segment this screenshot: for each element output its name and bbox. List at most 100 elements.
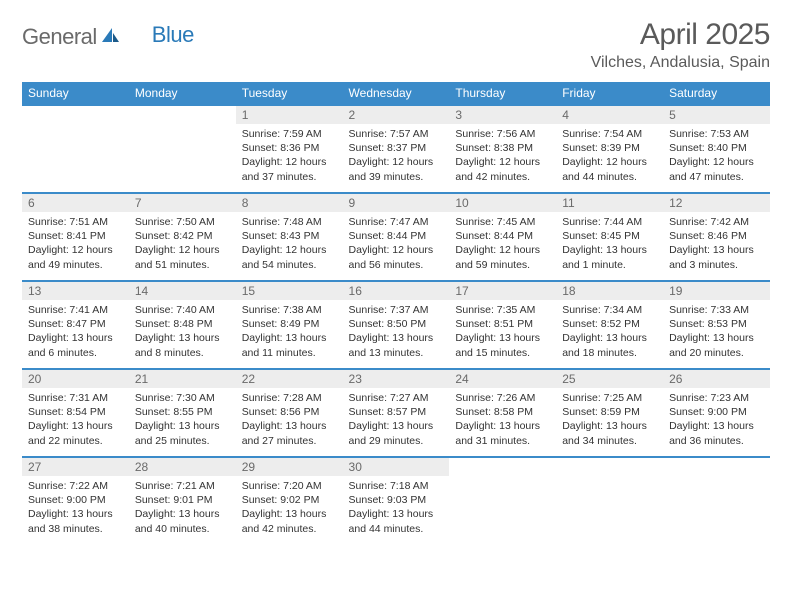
sunset-line: Sunset: 8:52 PM: [562, 317, 657, 331]
sunset-line: Sunset: 9:03 PM: [349, 493, 444, 507]
sunset-line: Sunset: 8:55 PM: [135, 405, 230, 419]
daylight-line: Daylight: 13 hours and 1 minute.: [562, 243, 657, 271]
day-number: 23: [343, 370, 450, 388]
day-header: Thursday: [449, 82, 556, 105]
sunrise-line: Sunrise: 7:47 AM: [349, 215, 444, 229]
sunset-line: Sunset: 8:44 PM: [455, 229, 550, 243]
sunset-line: Sunset: 8:58 PM: [455, 405, 550, 419]
day-number: 11: [556, 194, 663, 212]
day-cell: 10Sunrise: 7:45 AMSunset: 8:44 PMDayligh…: [449, 193, 556, 281]
day-number: 9: [343, 194, 450, 212]
sunset-line: Sunset: 8:40 PM: [669, 141, 764, 155]
day-detail: Sunrise: 7:31 AMSunset: 8:54 PMDaylight:…: [22, 388, 129, 452]
day-detail: Sunrise: 7:53 AMSunset: 8:40 PMDaylight:…: [663, 124, 770, 188]
daylight-line: Daylight: 12 hours and 59 minutes.: [455, 243, 550, 271]
sunrise-line: Sunrise: 7:37 AM: [349, 303, 444, 317]
daylight-line: Daylight: 12 hours and 56 minutes.: [349, 243, 444, 271]
day-cell: 18Sunrise: 7:34 AMSunset: 8:52 PMDayligh…: [556, 281, 663, 369]
day-detail: Sunrise: 7:40 AMSunset: 8:48 PMDaylight:…: [129, 300, 236, 364]
day-cell: 1Sunrise: 7:59 AMSunset: 8:36 PMDaylight…: [236, 105, 343, 193]
day-cell: 5Sunrise: 7:53 AMSunset: 8:40 PMDaylight…: [663, 105, 770, 193]
day-cell: 20Sunrise: 7:31 AMSunset: 8:54 PMDayligh…: [22, 369, 129, 457]
day-cell: [663, 457, 770, 545]
day-number: 26: [663, 370, 770, 388]
daylight-line: Daylight: 13 hours and 3 minutes.: [669, 243, 764, 271]
day-detail: Sunrise: 7:51 AMSunset: 8:41 PMDaylight:…: [22, 212, 129, 276]
sunset-line: Sunset: 8:54 PM: [28, 405, 123, 419]
day-number: 22: [236, 370, 343, 388]
daylight-line: Daylight: 13 hours and 18 minutes.: [562, 331, 657, 359]
daylight-line: Daylight: 13 hours and 25 minutes.: [135, 419, 230, 447]
daylight-line: Daylight: 13 hours and 36 minutes.: [669, 419, 764, 447]
day-header: Sunday: [22, 82, 129, 105]
daylight-line: Daylight: 12 hours and 51 minutes.: [135, 243, 230, 271]
sunrise-line: Sunrise: 7:42 AM: [669, 215, 764, 229]
day-cell: 13Sunrise: 7:41 AMSunset: 8:47 PMDayligh…: [22, 281, 129, 369]
sunrise-line: Sunrise: 7:45 AM: [455, 215, 550, 229]
sunrise-line: Sunrise: 7:27 AM: [349, 391, 444, 405]
day-cell: 19Sunrise: 7:33 AMSunset: 8:53 PMDayligh…: [663, 281, 770, 369]
day-cell: 14Sunrise: 7:40 AMSunset: 8:48 PMDayligh…: [129, 281, 236, 369]
day-detail: Sunrise: 7:48 AMSunset: 8:43 PMDaylight:…: [236, 212, 343, 276]
day-number: 5: [663, 106, 770, 124]
month-title: April 2025: [591, 18, 770, 52]
day-number: 12: [663, 194, 770, 212]
daylight-line: Daylight: 13 hours and 34 minutes.: [562, 419, 657, 447]
sunrise-line: Sunrise: 7:28 AM: [242, 391, 337, 405]
sunset-line: Sunset: 8:42 PM: [135, 229, 230, 243]
sunrise-line: Sunrise: 7:50 AM: [135, 215, 230, 229]
daylight-line: Daylight: 12 hours and 44 minutes.: [562, 155, 657, 183]
sunset-line: Sunset: 8:45 PM: [562, 229, 657, 243]
sunrise-line: Sunrise: 7:25 AM: [562, 391, 657, 405]
daylight-line: Daylight: 13 hours and 11 minutes.: [242, 331, 337, 359]
day-cell: 4Sunrise: 7:54 AMSunset: 8:39 PMDaylight…: [556, 105, 663, 193]
sunset-line: Sunset: 8:37 PM: [349, 141, 444, 155]
sunset-line: Sunset: 8:57 PM: [349, 405, 444, 419]
day-detail: Sunrise: 7:28 AMSunset: 8:56 PMDaylight:…: [236, 388, 343, 452]
daylight-line: Daylight: 13 hours and 22 minutes.: [28, 419, 123, 447]
day-detail: Sunrise: 7:33 AMSunset: 8:53 PMDaylight:…: [663, 300, 770, 364]
location-text: Vilches, Andalusia, Spain: [591, 54, 770, 72]
day-header: Tuesday: [236, 82, 343, 105]
sunrise-line: Sunrise: 7:33 AM: [669, 303, 764, 317]
day-number: 30: [343, 458, 450, 476]
day-detail: Sunrise: 7:22 AMSunset: 9:00 PMDaylight:…: [22, 476, 129, 540]
day-detail: Sunrise: 7:26 AMSunset: 8:58 PMDaylight:…: [449, 388, 556, 452]
daylight-line: Daylight: 13 hours and 42 minutes.: [242, 507, 337, 535]
sunset-line: Sunset: 9:01 PM: [135, 493, 230, 507]
week-row: 20Sunrise: 7:31 AMSunset: 8:54 PMDayligh…: [22, 369, 770, 457]
calendar-body: 1Sunrise: 7:59 AMSunset: 8:36 PMDaylight…: [22, 105, 770, 545]
day-detail: Sunrise: 7:45 AMSunset: 8:44 PMDaylight:…: [449, 212, 556, 276]
day-cell: 27Sunrise: 7:22 AMSunset: 9:00 PMDayligh…: [22, 457, 129, 545]
sunrise-line: Sunrise: 7:30 AM: [135, 391, 230, 405]
day-number: 20: [22, 370, 129, 388]
sunrise-line: Sunrise: 7:20 AM: [242, 479, 337, 493]
day-number: 10: [449, 194, 556, 212]
day-number: 27: [22, 458, 129, 476]
sunrise-line: Sunrise: 7:21 AM: [135, 479, 230, 493]
day-cell: 30Sunrise: 7:18 AMSunset: 9:03 PMDayligh…: [343, 457, 450, 545]
daylight-line: Daylight: 12 hours and 42 minutes.: [455, 155, 550, 183]
day-cell: [129, 105, 236, 193]
week-row: 1Sunrise: 7:59 AMSunset: 8:36 PMDaylight…: [22, 105, 770, 193]
day-number: 14: [129, 282, 236, 300]
day-number: 16: [343, 282, 450, 300]
daylight-line: Daylight: 13 hours and 27 minutes.: [242, 419, 337, 447]
sunrise-line: Sunrise: 7:26 AM: [455, 391, 550, 405]
daylight-line: Daylight: 13 hours and 15 minutes.: [455, 331, 550, 359]
day-cell: 15Sunrise: 7:38 AMSunset: 8:49 PMDayligh…: [236, 281, 343, 369]
day-cell: 24Sunrise: 7:26 AMSunset: 8:58 PMDayligh…: [449, 369, 556, 457]
day-number: 15: [236, 282, 343, 300]
sunrise-line: Sunrise: 7:18 AM: [349, 479, 444, 493]
sunrise-line: Sunrise: 7:51 AM: [28, 215, 123, 229]
day-cell: [22, 105, 129, 193]
sunrise-line: Sunrise: 7:59 AM: [242, 127, 337, 141]
sunset-line: Sunset: 8:56 PM: [242, 405, 337, 419]
day-detail: Sunrise: 7:21 AMSunset: 9:01 PMDaylight:…: [129, 476, 236, 540]
day-number: 24: [449, 370, 556, 388]
sunrise-line: Sunrise: 7:44 AM: [562, 215, 657, 229]
sunset-line: Sunset: 8:38 PM: [455, 141, 550, 155]
day-header: Monday: [129, 82, 236, 105]
day-number: 25: [556, 370, 663, 388]
sunrise-line: Sunrise: 7:40 AM: [135, 303, 230, 317]
